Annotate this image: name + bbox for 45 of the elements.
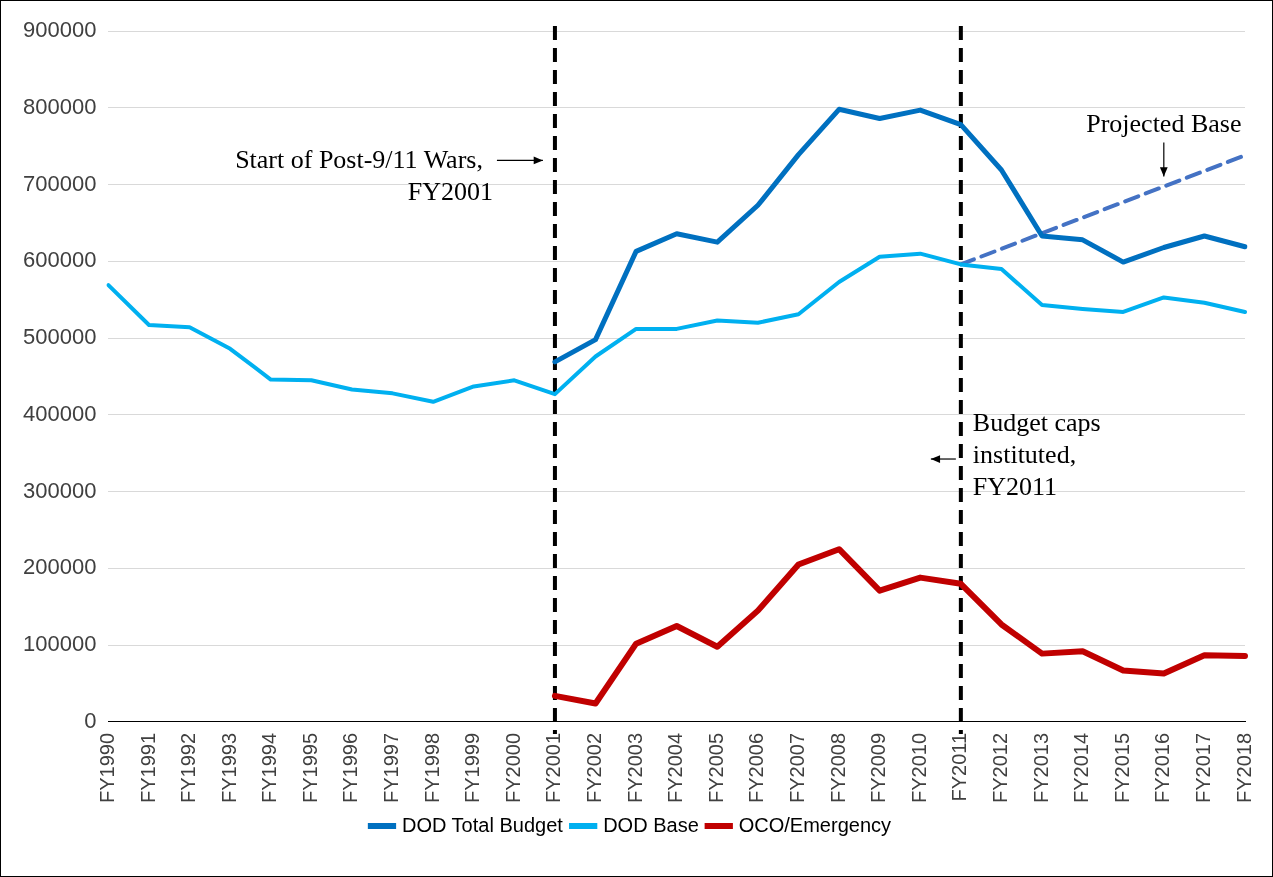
x-tick-label: FY2017	[1191, 732, 1214, 804]
ref-line-label: Start of Post-9/11 Wars, FY2001	[235, 145, 493, 207]
x-tick-label: FY2012	[988, 732, 1011, 804]
x-tick-label: FY1997	[380, 732, 403, 804]
x-tick-label: FY1996	[339, 732, 362, 804]
y-tick-label: 800000	[22, 93, 97, 119]
legend-label: DOD Total Budget	[401, 813, 564, 836]
x-tick-label: FY1990	[95, 732, 118, 804]
x-tick-label: FY2010	[907, 732, 930, 804]
x-tick-label: FY2016	[1151, 732, 1174, 804]
ref-line-label: Budget caps instituted, FY2011	[972, 407, 1101, 501]
y-tick-label: 500000	[22, 324, 97, 350]
legend-label: DOD Base	[603, 813, 699, 836]
x-tick-label: FY1999	[461, 732, 484, 804]
y-tick-label: 300000	[22, 477, 97, 503]
x-tick-label: FY2011	[948, 732, 971, 802]
y-tick-label: 600000	[22, 247, 97, 273]
x-tick-label: FY1992	[177, 732, 200, 804]
y-tick-label: 400000	[22, 400, 97, 426]
x-tick-label: FY2005	[704, 732, 727, 804]
x-tick-label: FY1991	[136, 732, 159, 804]
x-tick-label: FY2001	[542, 732, 565, 804]
y-tick-label: 900000	[22, 17, 97, 43]
x-tick-label: FY2014	[1070, 732, 1093, 804]
x-tick-label: FY2008	[826, 732, 849, 804]
x-tick-label: FY2009	[867, 732, 890, 804]
x-tick-label: FY2013	[1029, 732, 1052, 804]
x-tick-label: FY2006	[745, 732, 768, 804]
y-tick-label: 700000	[22, 170, 97, 196]
x-tick-label: FY2007	[786, 732, 808, 804]
x-tick-label: FY1994	[258, 732, 281, 804]
y-tick-label: 0	[84, 708, 97, 734]
x-tick-label: FY2004	[664, 732, 687, 804]
x-tick-label: FY2015	[1110, 732, 1133, 804]
y-tick-label: 100000	[22, 631, 97, 657]
x-tick-label: FY1995	[298, 732, 321, 804]
legend-label: OCO/Emergency	[738, 813, 892, 836]
x-tick-label: FY1993	[217, 732, 240, 804]
x-tick-label: FY2003	[623, 732, 646, 804]
annotation: Projected Base	[1086, 109, 1242, 139]
x-tick-label: FY2018	[1232, 732, 1255, 804]
y-tick-label: 200000	[22, 554, 97, 580]
x-tick-label: FY2002	[583, 732, 606, 804]
x-tick-label: FY1998	[420, 732, 443, 804]
x-tick-label: FY2000	[501, 732, 524, 804]
